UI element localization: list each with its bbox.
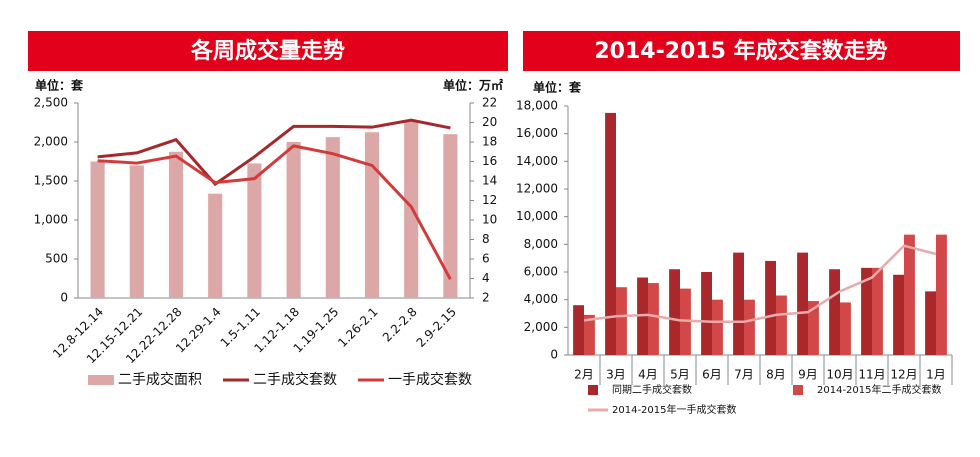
- y2-tick-label: 18: [482, 135, 497, 149]
- line: [583, 244, 937, 324]
- y-tick-label: 1,500: [34, 174, 68, 188]
- x-tick-label: 7月: [734, 368, 754, 382]
- y-tick-label: 4,000: [524, 292, 558, 306]
- y2-tick-label: 8: [482, 232, 490, 246]
- header-bar: [28, 31, 508, 71]
- bar: [129, 165, 144, 298]
- y-tick-label: 2,500: [34, 96, 68, 110]
- y-tick-label: 0: [550, 348, 558, 362]
- bar: [893, 274, 904, 355]
- bar: [797, 252, 808, 355]
- bar: [701, 272, 712, 355]
- bar: [829, 269, 840, 355]
- y2-tick-label: 4: [482, 271, 490, 285]
- x-tick-label: 6月: [702, 368, 722, 382]
- y2-tick-label: 14: [482, 174, 497, 188]
- bar: [584, 314, 595, 355]
- x-tick-label: 1月: [926, 368, 946, 382]
- line: [97, 118, 451, 187]
- bar: [286, 142, 301, 298]
- bar: [364, 132, 380, 298]
- y-unit: 单位：套: [533, 80, 582, 95]
- bar: [712, 299, 723, 355]
- header-bar: [523, 31, 960, 71]
- bar: [733, 252, 744, 355]
- y-tick-label: 12,000: [516, 182, 558, 196]
- y2-tick-label: 22: [482, 96, 497, 110]
- bar: [208, 193, 223, 298]
- bar: [808, 301, 819, 355]
- legend-swatch: [793, 385, 803, 395]
- legend-swatch: [88, 375, 114, 385]
- bar: [168, 151, 184, 298]
- y-tick-label: 0: [60, 291, 68, 305]
- y2-unit: 单位：万㎡: [443, 78, 503, 93]
- y-tick-label: 2,000: [34, 135, 68, 149]
- y-tick-label: 6,000: [524, 265, 558, 279]
- bar: [925, 291, 936, 355]
- bar: [744, 299, 755, 355]
- bar: [765, 260, 776, 355]
- y-tick-label: 18,000: [516, 99, 558, 113]
- bar: [605, 112, 616, 356]
- legend-label: 同期二手成交套数: [612, 383, 692, 396]
- y2-tick-label: 2: [482, 291, 490, 305]
- x-tick-label: 10月: [826, 368, 853, 382]
- bar: [325, 137, 340, 298]
- y-tick-label: 500: [45, 252, 68, 266]
- x-tick-label: 2.9-2.15: [414, 305, 459, 350]
- y2-tick-label: 20: [482, 115, 497, 129]
- y2-tick-label: 12: [482, 193, 497, 207]
- legend-swatch: [588, 385, 598, 395]
- bar: [616, 287, 627, 355]
- y-tick-label: 8,000: [524, 237, 558, 251]
- chart-title: 2014-2015 年成交套数走势: [594, 38, 887, 64]
- y-tick-label: 1,000: [34, 213, 68, 227]
- x-tick-label: 12月: [890, 368, 917, 382]
- y-tick-label: 16,000: [516, 126, 558, 140]
- bar: [573, 305, 584, 355]
- x-tick-label: 11月: [858, 368, 885, 382]
- bar: [443, 134, 458, 298]
- bar: [669, 269, 680, 355]
- x-tick-label: 9月: [798, 368, 818, 382]
- y2-tick-label: 10: [482, 213, 497, 227]
- bar: [840, 302, 851, 355]
- legend-label: 2014-2015年二手成交套数: [817, 383, 942, 396]
- bar: [936, 234, 947, 355]
- chart-title: 各周成交量走势: [190, 38, 345, 64]
- y-tick-label: 10,000: [516, 209, 558, 223]
- y2-tick-label: 6: [482, 252, 490, 266]
- y-unit: 单位：套: [35, 78, 84, 93]
- bar: [247, 163, 262, 298]
- legend-label: 二手成交面积: [118, 371, 202, 388]
- bar: [904, 234, 915, 355]
- x-tick-label: 1.26-2.1: [335, 305, 380, 350]
- y-tick-label: 14,000: [516, 154, 558, 168]
- line: [97, 144, 452, 280]
- bar: [648, 283, 659, 355]
- legend-label: 一手成交套数: [388, 371, 472, 388]
- y-tick-label: 2,000: [524, 320, 558, 334]
- x-tick-label: 2月: [574, 368, 594, 382]
- bar: [861, 267, 872, 355]
- x-tick-label: 8月: [766, 368, 786, 382]
- x-tick-label: 5月: [670, 368, 690, 382]
- bar: [90, 161, 105, 298]
- bar: [776, 295, 787, 355]
- legend-label: 二手成交套数: [253, 371, 337, 388]
- y2-tick-label: 16: [482, 154, 497, 168]
- bar: [872, 267, 883, 355]
- legend-label: 2014-2015年一手成交套数: [612, 403, 737, 416]
- x-tick-label: 4月: [638, 368, 658, 382]
- x-tick-label: 3月: [606, 368, 626, 382]
